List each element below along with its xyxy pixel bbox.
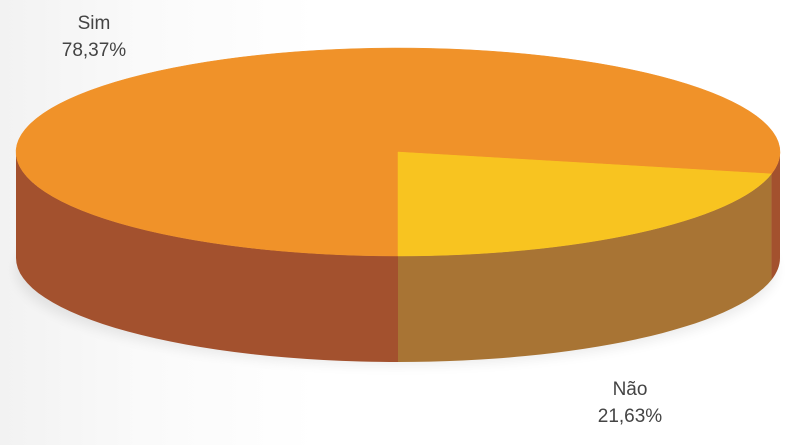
- slice-label-sim-value: 78,37%: [61, 40, 127, 61]
- slice-label-sim: Sim 78,37%: [44, 10, 144, 64]
- pie-sides: [16, 152, 780, 362]
- slice-label-sim-name: Sim: [77, 13, 111, 34]
- slice-label-nao: Não 21,63%: [580, 376, 680, 430]
- pie-side-nao: [398, 173, 772, 362]
- slice-label-nao-name: Não: [612, 379, 648, 400]
- pie-slice-nao: [397, 151, 772, 257]
- pie-tops: [15, 47, 781, 257]
- pie-side-sim: [771, 152, 780, 280]
- pie-side-sim: [16, 152, 398, 362]
- slice-label-nao-value: 21,63%: [597, 406, 663, 427]
